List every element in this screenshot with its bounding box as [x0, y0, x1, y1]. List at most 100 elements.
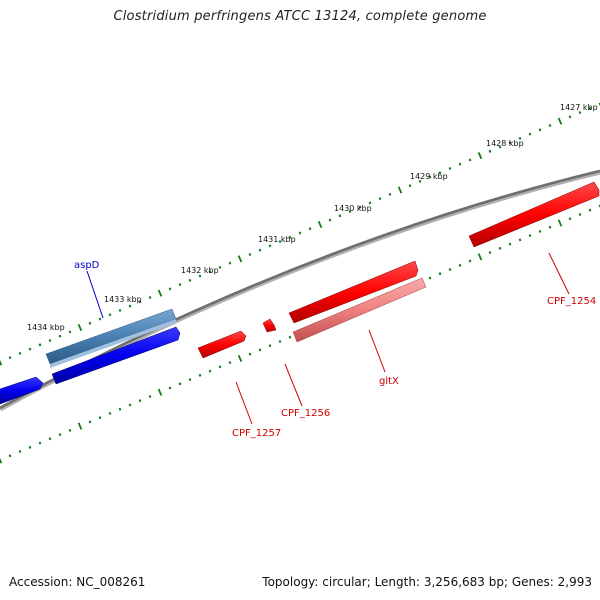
scale-tick: [557, 117, 563, 125]
accession-value: NC_008261: [76, 575, 146, 589]
inner-scale-tick: [88, 420, 92, 424]
inner-scale-tick: [18, 449, 22, 454]
scale-tick: [368, 201, 372, 205]
scale-tick: [237, 255, 243, 263]
inner-scale-tick: [68, 428, 72, 432]
scale-tick: [208, 270, 212, 274]
scale-tick: [218, 265, 222, 269]
genome-backbone: [0, 169, 600, 412]
inner-scale-tick: [568, 217, 572, 221]
feature-aspD[interactable]: [45, 308, 177, 368]
inner-scale-tick: [538, 229, 542, 233]
scale-tick: [428, 175, 432, 179]
scale-tick: [18, 351, 22, 355]
inner-scale-tick: [268, 344, 272, 348]
scale-tick: [98, 317, 102, 321]
inner-scale-tick: [0, 457, 3, 464]
scale-tick: [128, 304, 132, 308]
scale-tick: [338, 214, 342, 218]
inner-scale-tick: [198, 373, 202, 377]
scale-tick: [28, 347, 32, 351]
inner-scale-tick: [578, 212, 582, 217]
scale-tick: [168, 287, 172, 291]
leader-CPF_1254: [548, 252, 570, 295]
leader-CPF_1256: [284, 363, 303, 407]
kbp-label-1427: 1427 kbp: [560, 103, 598, 112]
inner-scale-tick: [458, 263, 462, 267]
scale-tick: [397, 186, 403, 194]
scale-tick: [188, 278, 192, 282]
inner-scale-tick: [557, 219, 563, 227]
scale-tick: [108, 313, 112, 317]
inner-scale-tick: [428, 276, 432, 280]
leader-CPF_1257: [235, 381, 253, 425]
gene-label-CPF_1254: CPF_1254: [547, 296, 596, 307]
genome-backbone-line: [0, 169, 600, 410]
kbp-label-1433: 1433 kbp: [104, 295, 142, 304]
scale-tick: [248, 252, 252, 257]
inner-scale-tick: [468, 259, 472, 263]
inner-scale-tick: [77, 422, 83, 430]
gene-label-aspD: aspD: [74, 260, 100, 271]
scale-tick: [578, 111, 582, 115]
feature-gltX[interactable]: [292, 277, 427, 343]
scale-tick: [258, 248, 262, 252]
page-title: Clostridium perfringens ATCC 13124, comp…: [113, 9, 487, 24]
scale-tick: [477, 152, 483, 160]
inner-scale-tick: [258, 348, 262, 352]
kbp-label-1432: 1432 kbp: [181, 266, 219, 275]
inner-scale-tick: [128, 403, 132, 407]
scale-tick: [0, 359, 3, 366]
scale-tick: [118, 308, 122, 312]
scale-tick: [498, 145, 502, 149]
scale-tick: [388, 192, 392, 196]
inner-scale-tick: [208, 369, 212, 373]
scale-tick: [157, 289, 163, 297]
topology-label: Topology:: [262, 575, 319, 589]
scale-tick: [228, 261, 232, 265]
kbp-label-1431: 1431 kbp: [258, 235, 296, 244]
feature-reverse-gene-2[interactable]: [0, 376, 44, 405]
inner-scale-tick: [138, 399, 142, 403]
inner-scale-tick: [278, 339, 282, 344]
inner-scale-tick: [58, 433, 62, 437]
scale-tick: [38, 343, 42, 347]
inner-scale-tick: [28, 445, 32, 449]
inner-scale-tick: [488, 251, 492, 255]
inner-scale-tick: [548, 225, 552, 229]
inner-scale-tick: [588, 208, 592, 212]
inner-scale-tick: [118, 407, 122, 411]
inner-scale-tick: [288, 335, 292, 339]
scale-tick: [538, 128, 542, 132]
inner-scale-tick: [448, 267, 452, 272]
kbp-label-1434: 1434 kbp: [27, 323, 65, 332]
kbp-label-1430: 1430 kbp: [334, 204, 372, 213]
scale-tick: [198, 274, 202, 278]
inner-scale-tick: [178, 382, 182, 386]
inner-scale-tick: [518, 238, 522, 242]
inner-scale-tick: [38, 441, 42, 445]
feature-reverse-gene-1[interactable]: [51, 326, 181, 385]
leader-gltX: [368, 329, 386, 373]
scale-tick: [328, 218, 332, 222]
feature-CPF_1257[interactable]: [197, 330, 247, 359]
inner-scale-tick: [108, 411, 112, 415]
feature-forward-gene[interactable]: [288, 260, 419, 324]
inner-scale-tick: [168, 386, 172, 390]
inner-scale-tick: [188, 378, 192, 382]
scale-tick: [528, 132, 532, 136]
feature-CPF_1256[interactable]: [262, 318, 277, 333]
topology-value: circular;: [322, 575, 371, 589]
feature-CPF_1254[interactable]: [468, 181, 600, 248]
scale-tick: [568, 115, 572, 119]
inner-scale-tick: [8, 454, 12, 458]
scale-tick: [588, 106, 592, 110]
gene-label-CPF_1256: CPF_1256: [281, 408, 330, 419]
scale-tick: [68, 330, 72, 334]
scale-tick: [508, 141, 512, 145]
inner-scale-tick: [48, 437, 52, 441]
scale-tick: [408, 184, 412, 188]
gene-label-gltX: gltX: [379, 376, 399, 387]
inner-scale-tick: [98, 416, 102, 420]
kbp-scale-ticks: [0, 102, 600, 366]
